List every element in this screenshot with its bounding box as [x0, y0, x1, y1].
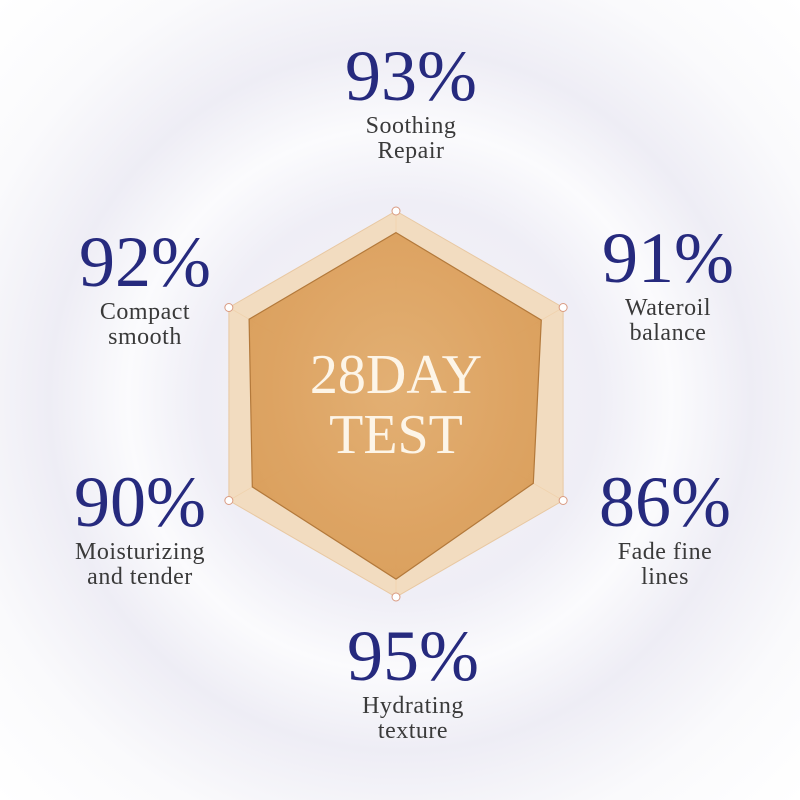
chart-title-line-2: TEST [329, 404, 463, 466]
value-label: 95% [347, 616, 479, 696]
value-label: 93% [345, 36, 477, 116]
category-label: Fade fine [617, 539, 713, 565]
chart-title: 28DAY TEST [310, 345, 482, 465]
category-label: texture [377, 718, 449, 744]
metric-compact-smooth: 92% Compact smooth [79, 226, 211, 350]
category-label: smooth [108, 324, 182, 350]
radar-vertex-marker [391, 206, 401, 216]
chart-title-line-1: 28DAY [309, 344, 483, 406]
metric-wateroil-balance: 91% Wateroil balance [602, 222, 734, 346]
radar-vertex-marker [391, 592, 401, 602]
category-label: Moisturizing [74, 539, 205, 565]
value-label: 90% [74, 462, 206, 542]
radar-vertex-marker [558, 496, 568, 505]
category-label: Wateroil [624, 295, 712, 321]
metric-soothing-repair: 93% Soothing Repair [345, 40, 477, 164]
radar-data-polygon [248, 231, 542, 580]
category-label: Repair [377, 138, 445, 164]
metric-hydrating-texture: 95% Hydrating texture [347, 620, 479, 744]
metric-moisturizing-tender: 90% Moisturizing and tender [74, 466, 206, 590]
radar-vertex-marker [224, 303, 234, 312]
value-label: 86% [599, 462, 731, 542]
category-label: Soothing [365, 113, 457, 139]
category-label: Compact [99, 299, 191, 325]
radar-vertex-marker [558, 303, 568, 312]
category-label: and tender [87, 564, 193, 590]
value-label: 91% [602, 218, 734, 298]
radar-vertex-marker [224, 496, 234, 505]
value-label: 92% [79, 222, 211, 302]
category-label: lines [641, 564, 689, 590]
category-label: Hydrating [362, 693, 464, 719]
metric-fade-fine-lines: 86% Fade fine lines [599, 466, 731, 590]
category-label: balance [629, 320, 707, 346]
